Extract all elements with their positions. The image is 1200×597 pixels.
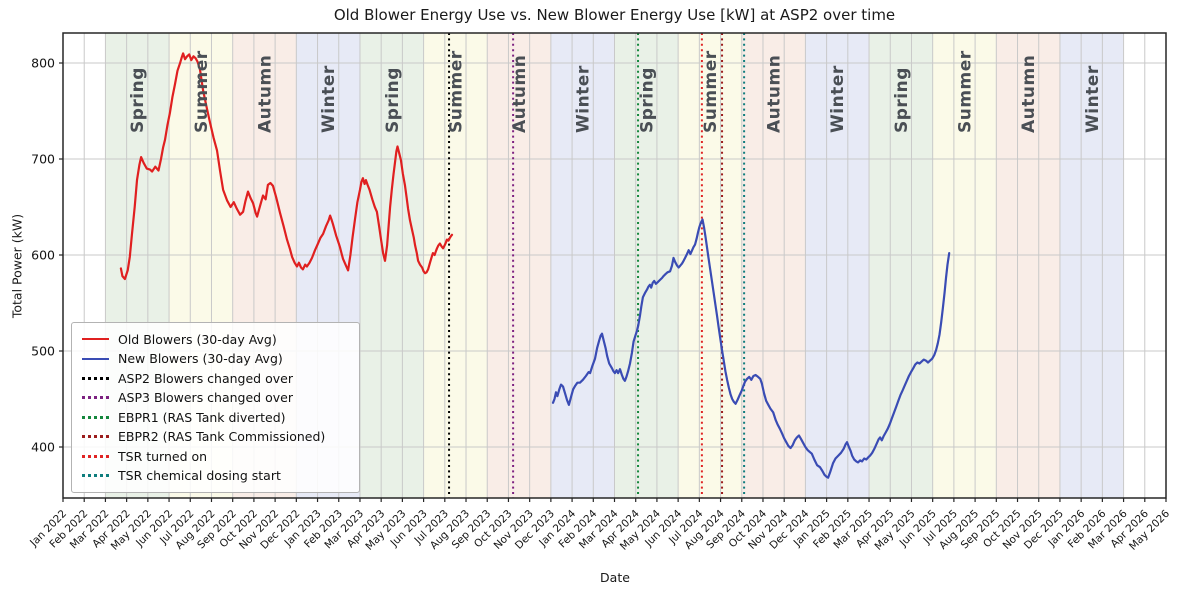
legend-dotted-swatch — [82, 396, 109, 400]
x-axis-label: Date — [600, 570, 630, 585]
legend-item-label: TSR chemical dosing start — [118, 468, 281, 484]
season-band-label: Summer — [956, 50, 976, 133]
season-band-winter — [1059, 33, 1124, 498]
season-band-autumn — [741, 33, 806, 498]
legend-item: EBPR1 (RAS Tank diverted) — [82, 408, 349, 426]
season-band-label: Summer — [446, 50, 466, 133]
season-band-label: Winter — [828, 65, 848, 133]
season-band-label: Spring — [128, 67, 148, 133]
season-band-autumn — [996, 33, 1060, 498]
series-old-blowers — [119, 52, 454, 281]
legend: Old Blowers (30-day Avg) New Blowers (30-… — [71, 322, 360, 493]
season-band-summer — [423, 33, 488, 498]
season-band-label: Winter — [574, 65, 594, 133]
season-band-label: Summer — [701, 50, 721, 133]
y-tick-label: 500 — [31, 344, 55, 359]
season-band-summer — [932, 33, 997, 498]
legend-line-swatch — [82, 357, 109, 360]
season-band-label: Autumn — [1019, 55, 1039, 133]
legend-item-label: Old Blowers (30-day Avg) — [118, 331, 277, 347]
legend-item: TSR chemical dosing start — [82, 467, 349, 485]
legend-dotted-swatch — [82, 435, 109, 439]
season-band-label: Spring — [637, 67, 657, 133]
legend-item: ASP2 Blowers changed over — [82, 369, 349, 387]
season-band-label: Winter — [319, 65, 339, 133]
season-band-label: Autumn — [510, 55, 530, 133]
legend-item-label: EBPR1 (RAS Tank diverted) — [118, 409, 286, 425]
season-band-spring — [614, 33, 679, 498]
legend-item: ASP3 Blowers changed over — [82, 389, 349, 407]
season-band-winter — [805, 33, 870, 498]
legend-item-label: ASP3 Blowers changed over — [118, 390, 293, 406]
season-band-spring — [359, 33, 424, 498]
y-tick-label: 700 — [31, 152, 55, 167]
season-band-winter — [550, 33, 615, 498]
legend-item-label: EBPR2 (RAS Tank Commissioned) — [118, 429, 326, 445]
season-band-spring — [869, 33, 933, 498]
season-band-autumn — [487, 33, 551, 498]
legend-item: Old Blowers (30-day Avg) — [82, 330, 349, 348]
season-band-label: Spring — [383, 67, 403, 133]
legend-dotted-swatch — [82, 376, 109, 380]
season-band-label: Spring — [892, 67, 912, 133]
legend-item: EBPR2 (RAS Tank Commissioned) — [82, 428, 349, 446]
y-tick-label: 400 — [31, 440, 55, 455]
season-band-label: Summer — [192, 50, 212, 133]
season-band-label: Autumn — [256, 55, 276, 133]
y-axis-label: Total Power (kW) — [9, 213, 25, 319]
legend-item-label: New Blowers (30-day Avg) — [118, 351, 283, 367]
chart-title: Old Blower Energy Use vs. New Blower Ene… — [333, 6, 896, 24]
series-new-blowers — [551, 218, 951, 479]
y-tick-label: 600 — [31, 248, 55, 263]
legend-item-label: ASP2 Blowers changed over — [118, 370, 293, 386]
legend-line-swatch — [82, 338, 109, 340]
y-tick-label: 800 — [31, 56, 55, 71]
legend-item: TSR turned on — [82, 447, 349, 465]
season-band-label: Autumn — [765, 55, 785, 133]
legend-item: New Blowers (30-day Avg) — [82, 350, 349, 368]
legend-dotted-swatch — [82, 415, 109, 419]
legend-item-label: TSR turned on — [118, 448, 208, 464]
legend-dotted-swatch — [82, 474, 109, 478]
season-band-label: Winter — [1083, 65, 1103, 133]
legend-dotted-swatch — [82, 454, 109, 458]
